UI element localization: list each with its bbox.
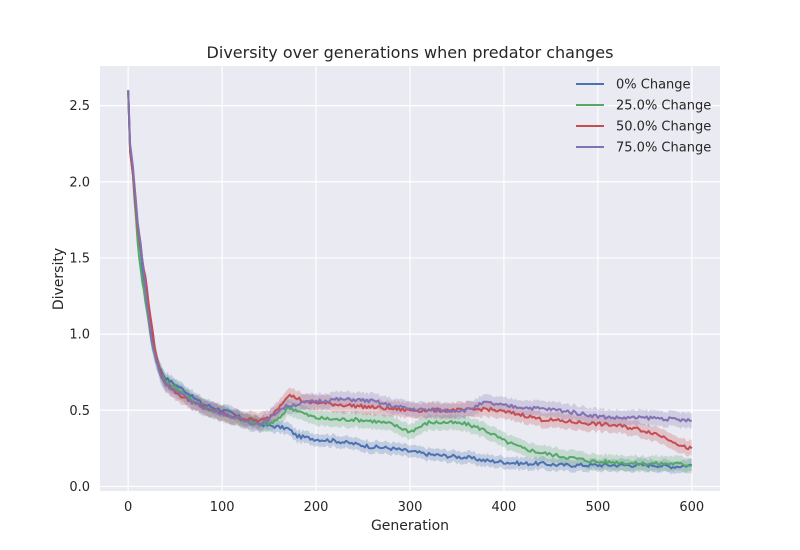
x-tick-label: 600 xyxy=(679,500,704,515)
y-tick-label: 2.0 xyxy=(69,175,90,190)
x-tick-label: 200 xyxy=(304,500,329,515)
y-tick-label: 0.5 xyxy=(69,404,90,419)
x-tick-label: 300 xyxy=(398,500,423,515)
legend-label-1: 0% Change xyxy=(616,78,691,93)
y-tick-label: 2.5 xyxy=(69,99,90,114)
y-tick-label: 0.0 xyxy=(69,480,90,495)
x-tick-label: 100 xyxy=(210,500,235,515)
y-tick-label: 1.0 xyxy=(69,328,90,343)
y-tick-label: 1.5 xyxy=(69,251,90,266)
x-tick-label: 500 xyxy=(585,500,610,515)
grid-layer xyxy=(100,66,720,491)
tick-layer: 0 100 200 300 400 500 600 0.0 0.5 1.0 1.5 2.0 2.5 xyxy=(69,99,704,515)
x-tick-label: 0 xyxy=(124,500,132,515)
x-tick-label: 400 xyxy=(492,500,517,515)
legend-label-3: 50.0% Change xyxy=(616,120,711,135)
y-axis-label: Diversity xyxy=(51,248,67,310)
line-layer xyxy=(127,90,693,470)
legend: 0% Change 25.0% Change 50.0% Change 75.0% C… xyxy=(576,78,711,156)
chart-title: Diversity over generations when predator… xyxy=(207,43,614,62)
series-line-4 xyxy=(127,90,692,427)
x-axis-label: Generation xyxy=(371,518,449,534)
legend-label-2: 25.0% Change xyxy=(616,99,711,114)
legend-label-4: 75.0% Change xyxy=(616,141,711,156)
